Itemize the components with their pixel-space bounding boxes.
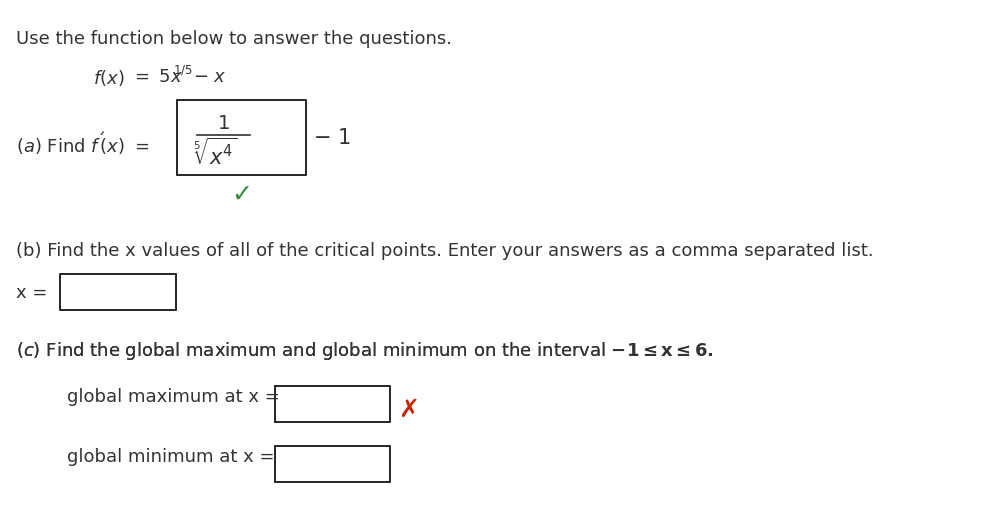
Text: $f(x)$: $f(x)$	[93, 68, 125, 88]
Text: (b) Find the x values of all of the critical points. Enter your answers as a com: (b) Find the x values of all of the crit…	[16, 242, 874, 260]
Text: $(c)$ Find the global maximum and global minimum on the interval $\mathbf{-1 \le: $(c)$ Find the global maximum and global…	[16, 340, 714, 362]
Text: ✓: ✓	[232, 183, 252, 207]
Text: global minimum at x =: global minimum at x =	[67, 448, 274, 466]
FancyBboxPatch shape	[178, 100, 306, 175]
Text: 1: 1	[217, 114, 230, 133]
FancyBboxPatch shape	[275, 446, 391, 482]
FancyBboxPatch shape	[275, 386, 391, 422]
Text: $-\ 1$: $-\ 1$	[313, 128, 351, 148]
Text: ✗: ✗	[398, 398, 418, 422]
Text: Use the function below to answer the questions.: Use the function below to answer the que…	[16, 30, 452, 48]
Text: $(a)$ Find $f\,\'(x)\ =$: $(a)$ Find $f\,\'(x)\ =$	[16, 130, 149, 157]
Text: global maximum at x =: global maximum at x =	[67, 388, 279, 406]
Text: $\sqrt[5]{x^4}$: $\sqrt[5]{x^4}$	[193, 138, 238, 170]
Text: $- \ x$: $- \ x$	[192, 68, 226, 86]
Text: $^{1/5}$: $^{1/5}$	[173, 66, 192, 84]
Text: $= \ 5x$: $= \ 5x$	[132, 68, 184, 86]
Text: x =: x =	[16, 284, 47, 302]
Text: $(c)$ Find the global maximum and global minimum on the interval: $(c)$ Find the global maximum and global…	[16, 340, 606, 362]
FancyBboxPatch shape	[60, 274, 176, 310]
